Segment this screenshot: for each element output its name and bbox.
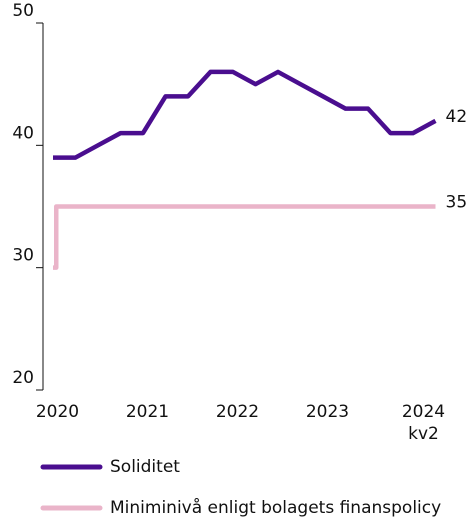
x-tick-label: 2021 bbox=[126, 402, 169, 422]
end-label: 42 bbox=[446, 107, 468, 127]
x-tick-label: 2020 bbox=[36, 402, 79, 422]
legend-label: Miniminivå enligt bolagets finanspolicy bbox=[110, 497, 441, 518]
series-line bbox=[53, 69, 437, 160]
y-tick-label: 30 bbox=[12, 246, 34, 266]
legend-label: Soliditet bbox=[110, 457, 180, 477]
y-tick-label: 40 bbox=[12, 123, 34, 143]
end-label: 35 bbox=[446, 193, 468, 213]
x-tick-label: 2023 bbox=[306, 402, 349, 422]
series-line bbox=[53, 204, 436, 270]
x-tick-label: 2022 bbox=[216, 402, 259, 422]
y-tick-label: 20 bbox=[12, 368, 34, 388]
y-tick-label: 50 bbox=[12, 1, 34, 21]
x-tick-label: 2024 kv2 bbox=[402, 402, 445, 444]
